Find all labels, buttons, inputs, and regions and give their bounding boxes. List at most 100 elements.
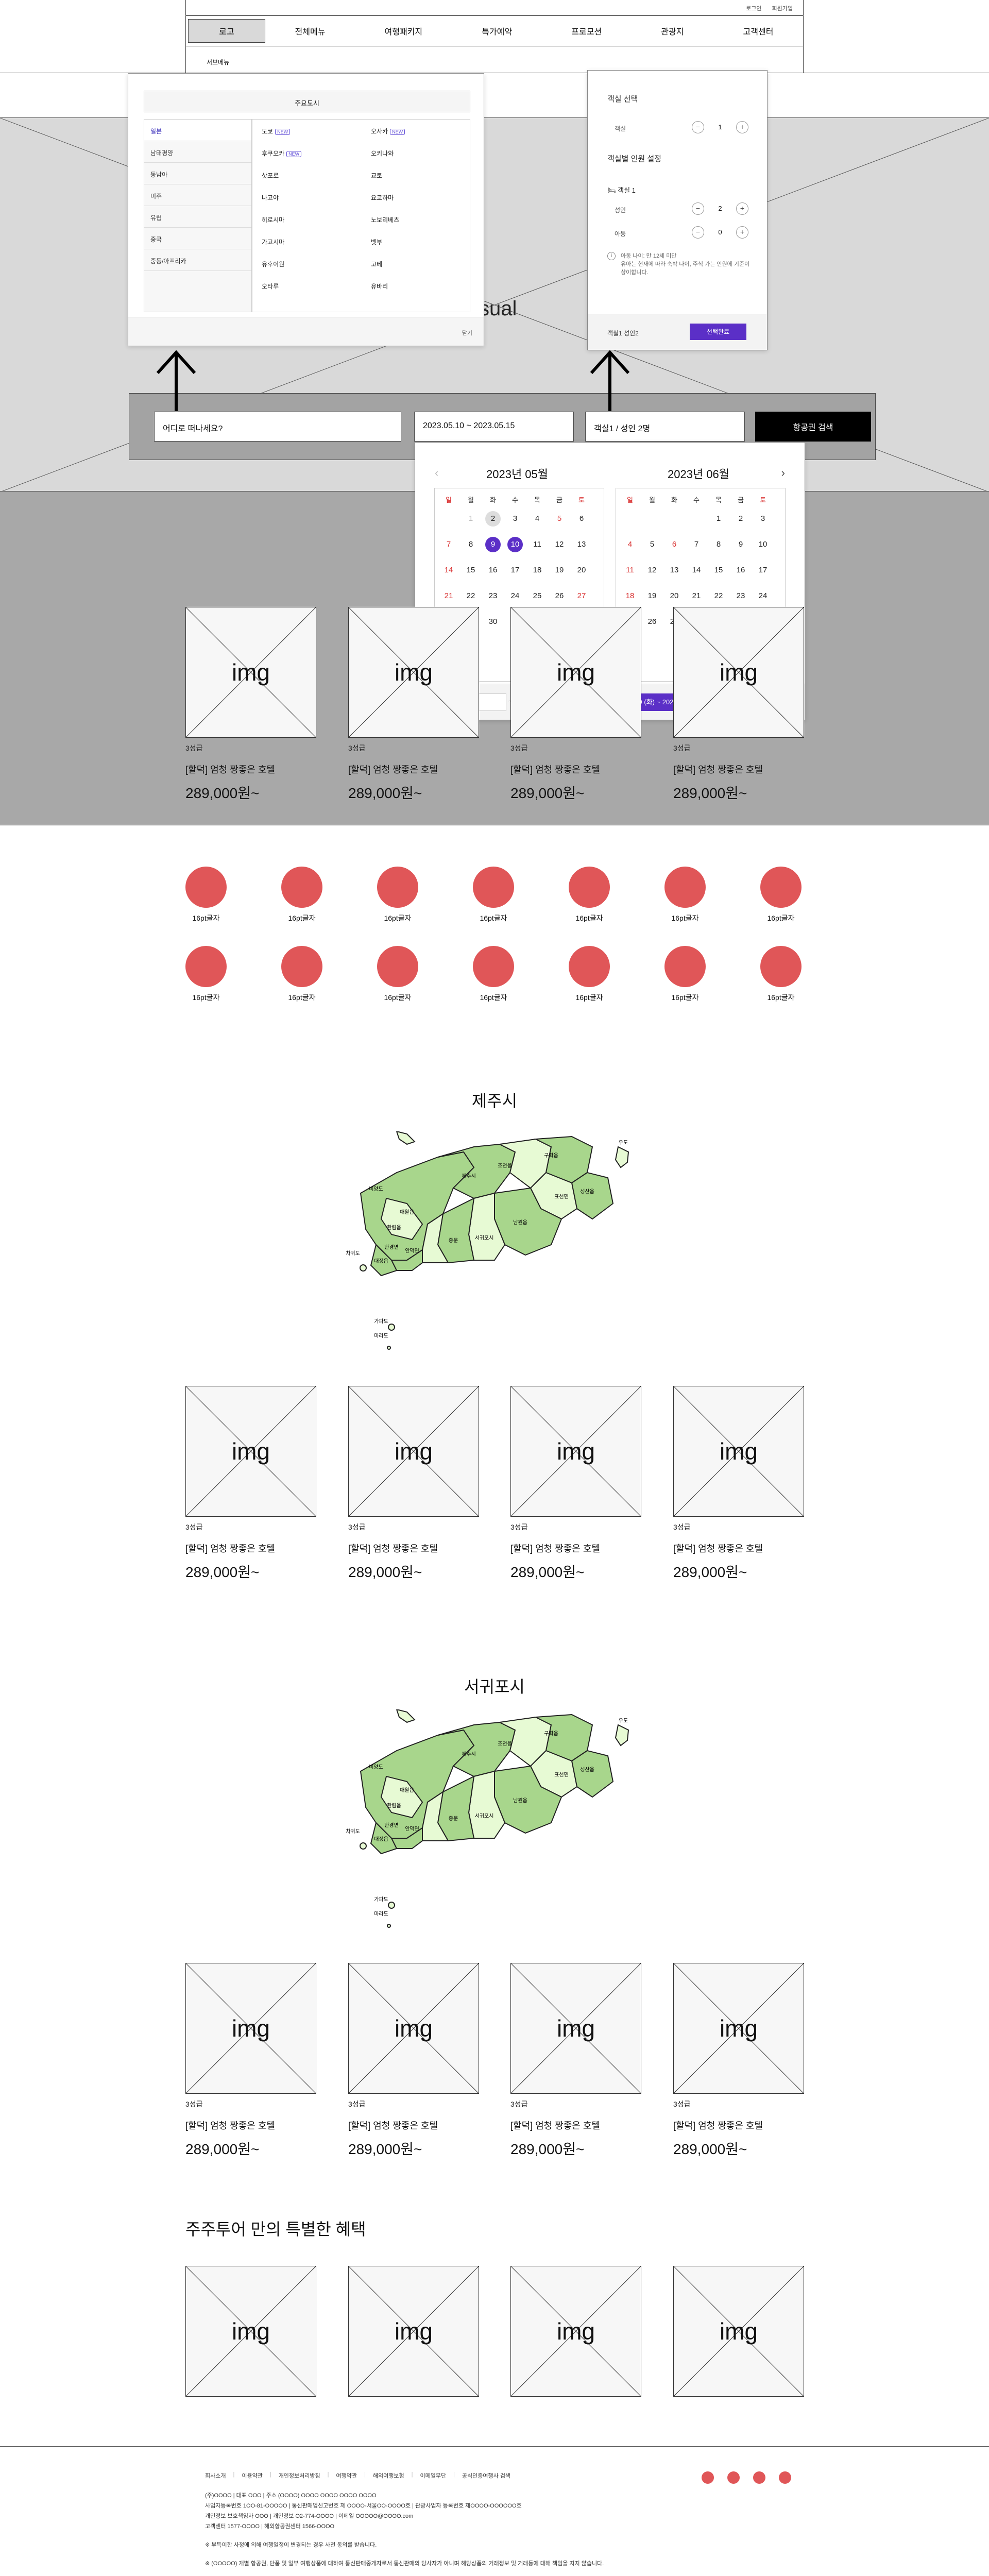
nav-item-package[interactable]: 여행패키지 — [384, 28, 423, 37]
region-category-item[interactable]: 유럽 — [144, 206, 251, 228]
calendar-day[interactable]: 27 — [577, 591, 586, 600]
minus-icon[interactable]: − — [692, 202, 704, 215]
next-month-icon[interactable]: › — [781, 466, 785, 479]
product-card[interactable]: img — [510, 2266, 641, 2397]
product-image[interactable]: img — [348, 2266, 479, 2397]
plus-icon[interactable]: + — [736, 202, 748, 215]
calendar-day[interactable]: 8 — [468, 540, 473, 549]
region-category-item[interactable]: 중국 — [144, 228, 251, 249]
hotel-name[interactable]: [할덕] 엄청 짱좋은 호텔 — [510, 765, 601, 775]
product-card[interactable]: img 3성급 [할덕] 엄청 짱좋은 호텔 289,000원~ — [348, 1386, 479, 1582]
calendar-day[interactable]: 3 — [513, 514, 518, 523]
calendar-day[interactable]: 7 — [446, 540, 451, 549]
product-image[interactable]: img — [673, 2266, 804, 2397]
city-item[interactable]: 요코하마 — [371, 193, 394, 202]
room-confirm-button[interactable]: 선택완료 — [690, 324, 746, 340]
product-image[interactable]: img — [348, 607, 479, 738]
calendar-day[interactable]: 25 — [533, 591, 542, 600]
product-image[interactable]: img — [510, 1963, 641, 2094]
calendar-day[interactable]: 7 — [694, 540, 699, 549]
category-dot[interactable]: 16pt글자 — [564, 946, 615, 1003]
product-card[interactable]: img 3성급 [할덕] 엄청 짱좋은 호텔 289,000원~ — [510, 1386, 641, 1582]
footer-link[interactable]: 개인정보처리방침 — [278, 2473, 320, 2479]
dot-icon[interactable] — [377, 946, 418, 987]
product-card[interactable]: img 3성급 [할덕] 엄청 짱좋은 호텔 289,000원~ — [348, 607, 479, 803]
signup-link[interactable]: 회원가입 — [772, 6, 793, 12]
calendar-day[interactable]: 4 — [535, 514, 540, 523]
category-dot[interactable]: 16pt글자 — [276, 867, 328, 923]
calendar-day[interactable]: 12 — [647, 566, 657, 574]
city-item[interactable]: 삿포로 — [262, 171, 279, 180]
category-dot[interactable]: 16pt글자 — [468, 867, 519, 923]
destination-input[interactable]: 어디로 떠나세요? — [154, 412, 401, 442]
calendar-day[interactable]: 19 — [555, 566, 564, 574]
product-image[interactable]: img — [510, 607, 641, 738]
category-dot[interactable]: 16pt글자 — [659, 867, 711, 923]
hotel-name[interactable]: [할덕] 엄청 짱좋은 호텔 — [348, 2121, 438, 2131]
dot-icon[interactable] — [281, 946, 322, 987]
calendar-day[interactable]: 14 — [444, 566, 453, 574]
product-card[interactable]: img 3성급 [할덕] 엄청 짱좋은 호텔 289,000원~ — [673, 1963, 804, 2159]
product-image[interactable]: img — [348, 1386, 479, 1517]
hotel-name[interactable]: [할덕] 엄청 짱좋은 호텔 — [510, 1544, 601, 1554]
calendar-day[interactable]: 2 — [485, 511, 501, 527]
product-card[interactable]: img 3성급 [할덕] 엄청 짱좋은 호텔 289,000원~ — [348, 1963, 479, 2159]
city-item[interactable]: 유바리 — [371, 282, 388, 291]
city-item[interactable]: 유후이원 — [262, 260, 284, 268]
category-dot[interactable]: 16pt글자 — [755, 867, 807, 923]
hotel-name[interactable]: [할덕] 엄청 짱좋은 호텔 — [673, 2121, 763, 2131]
calendar-day[interactable]: 30 — [488, 617, 498, 626]
calendar-day[interactable]: 19 — [647, 591, 657, 600]
product-image[interactable]: img — [673, 1386, 804, 1517]
calendar-day[interactable]: 18 — [533, 566, 542, 574]
minus-icon[interactable]: − — [692, 121, 704, 133]
hotel-name[interactable]: [할덕] 엄청 짱좋은 호텔 — [348, 765, 438, 775]
dot-icon[interactable] — [185, 946, 227, 987]
calendar-day[interactable]: 15 — [714, 566, 723, 574]
calendar-day[interactable]: 8 — [716, 540, 721, 549]
product-image[interactable]: img — [673, 1963, 804, 2094]
hotel-name[interactable]: [할덕] 엄청 짱좋은 호텔 — [348, 1544, 438, 1554]
hotel-name[interactable]: [할덕] 엄청 짱좋은 호텔 — [185, 1544, 276, 1554]
city-item[interactable]: 도쿄 NEW — [262, 127, 291, 135]
dot-icon[interactable] — [664, 867, 706, 908]
footer-link[interactable]: 회사소개 — [205, 2473, 226, 2479]
plus-icon[interactable]: + — [736, 226, 748, 239]
region-category-item[interactable]: 미주 — [144, 184, 251, 206]
city-item[interactable]: 후쿠오카 NEW — [262, 149, 302, 158]
dot-icon[interactable] — [281, 867, 322, 908]
calendar-day[interactable]: 1 — [716, 514, 721, 523]
calendar-day[interactable]: 16 — [736, 566, 745, 574]
calendar-day[interactable]: 17 — [758, 566, 768, 574]
product-card[interactable]: img 3성급 [할덕] 엄청 짱좋은 호텔 289,000원~ — [185, 1963, 316, 2159]
city-item[interactable]: 히로시마 — [262, 215, 284, 224]
category-dot[interactable]: 16pt글자 — [372, 867, 423, 923]
social-icon[interactable] — [702, 2471, 714, 2484]
dot-icon[interactable] — [377, 867, 418, 908]
region-category-item[interactable]: 일본 — [144, 120, 251, 141]
calendar-day[interactable]: 18 — [625, 591, 635, 600]
calendar-day[interactable]: 3 — [760, 514, 765, 523]
city-item[interactable]: 가고시마 — [262, 238, 284, 246]
social-icon[interactable] — [727, 2471, 740, 2484]
minus-icon[interactable]: − — [692, 226, 704, 239]
product-image[interactable]: img — [185, 1386, 316, 1517]
dot-icon[interactable] — [760, 946, 802, 987]
category-dot[interactable]: 16pt글자 — [659, 946, 711, 1003]
dot-icon[interactable] — [473, 867, 514, 908]
dot-icon[interactable] — [569, 867, 610, 908]
calendar-day[interactable]: 9 — [738, 540, 743, 549]
rooms-input[interactable]: 객실1 / 성인 2명 — [585, 412, 745, 442]
product-card[interactable]: img — [673, 2266, 804, 2397]
city-item[interactable]: 오사카 NEW — [371, 127, 405, 135]
city-item[interactable]: 오키나와 — [371, 149, 394, 158]
date-input[interactable]: 2023.05.10 ~ 2023.05.15 — [414, 412, 574, 442]
calendar-day[interactable]: 26 — [555, 591, 564, 600]
product-card[interactable]: img 3성급 [할덕] 엄청 짱좋은 호텔 289,000원~ — [185, 1386, 316, 1582]
category-dot[interactable]: 16pt글자 — [468, 946, 519, 1003]
product-image[interactable]: img — [348, 1963, 479, 2094]
logo[interactable]: 로고 — [188, 19, 265, 43]
hotel-name[interactable]: [할덕] 엄청 짱좋은 호텔 — [673, 1544, 763, 1554]
calendar-day[interactable]: 23 — [488, 591, 498, 600]
